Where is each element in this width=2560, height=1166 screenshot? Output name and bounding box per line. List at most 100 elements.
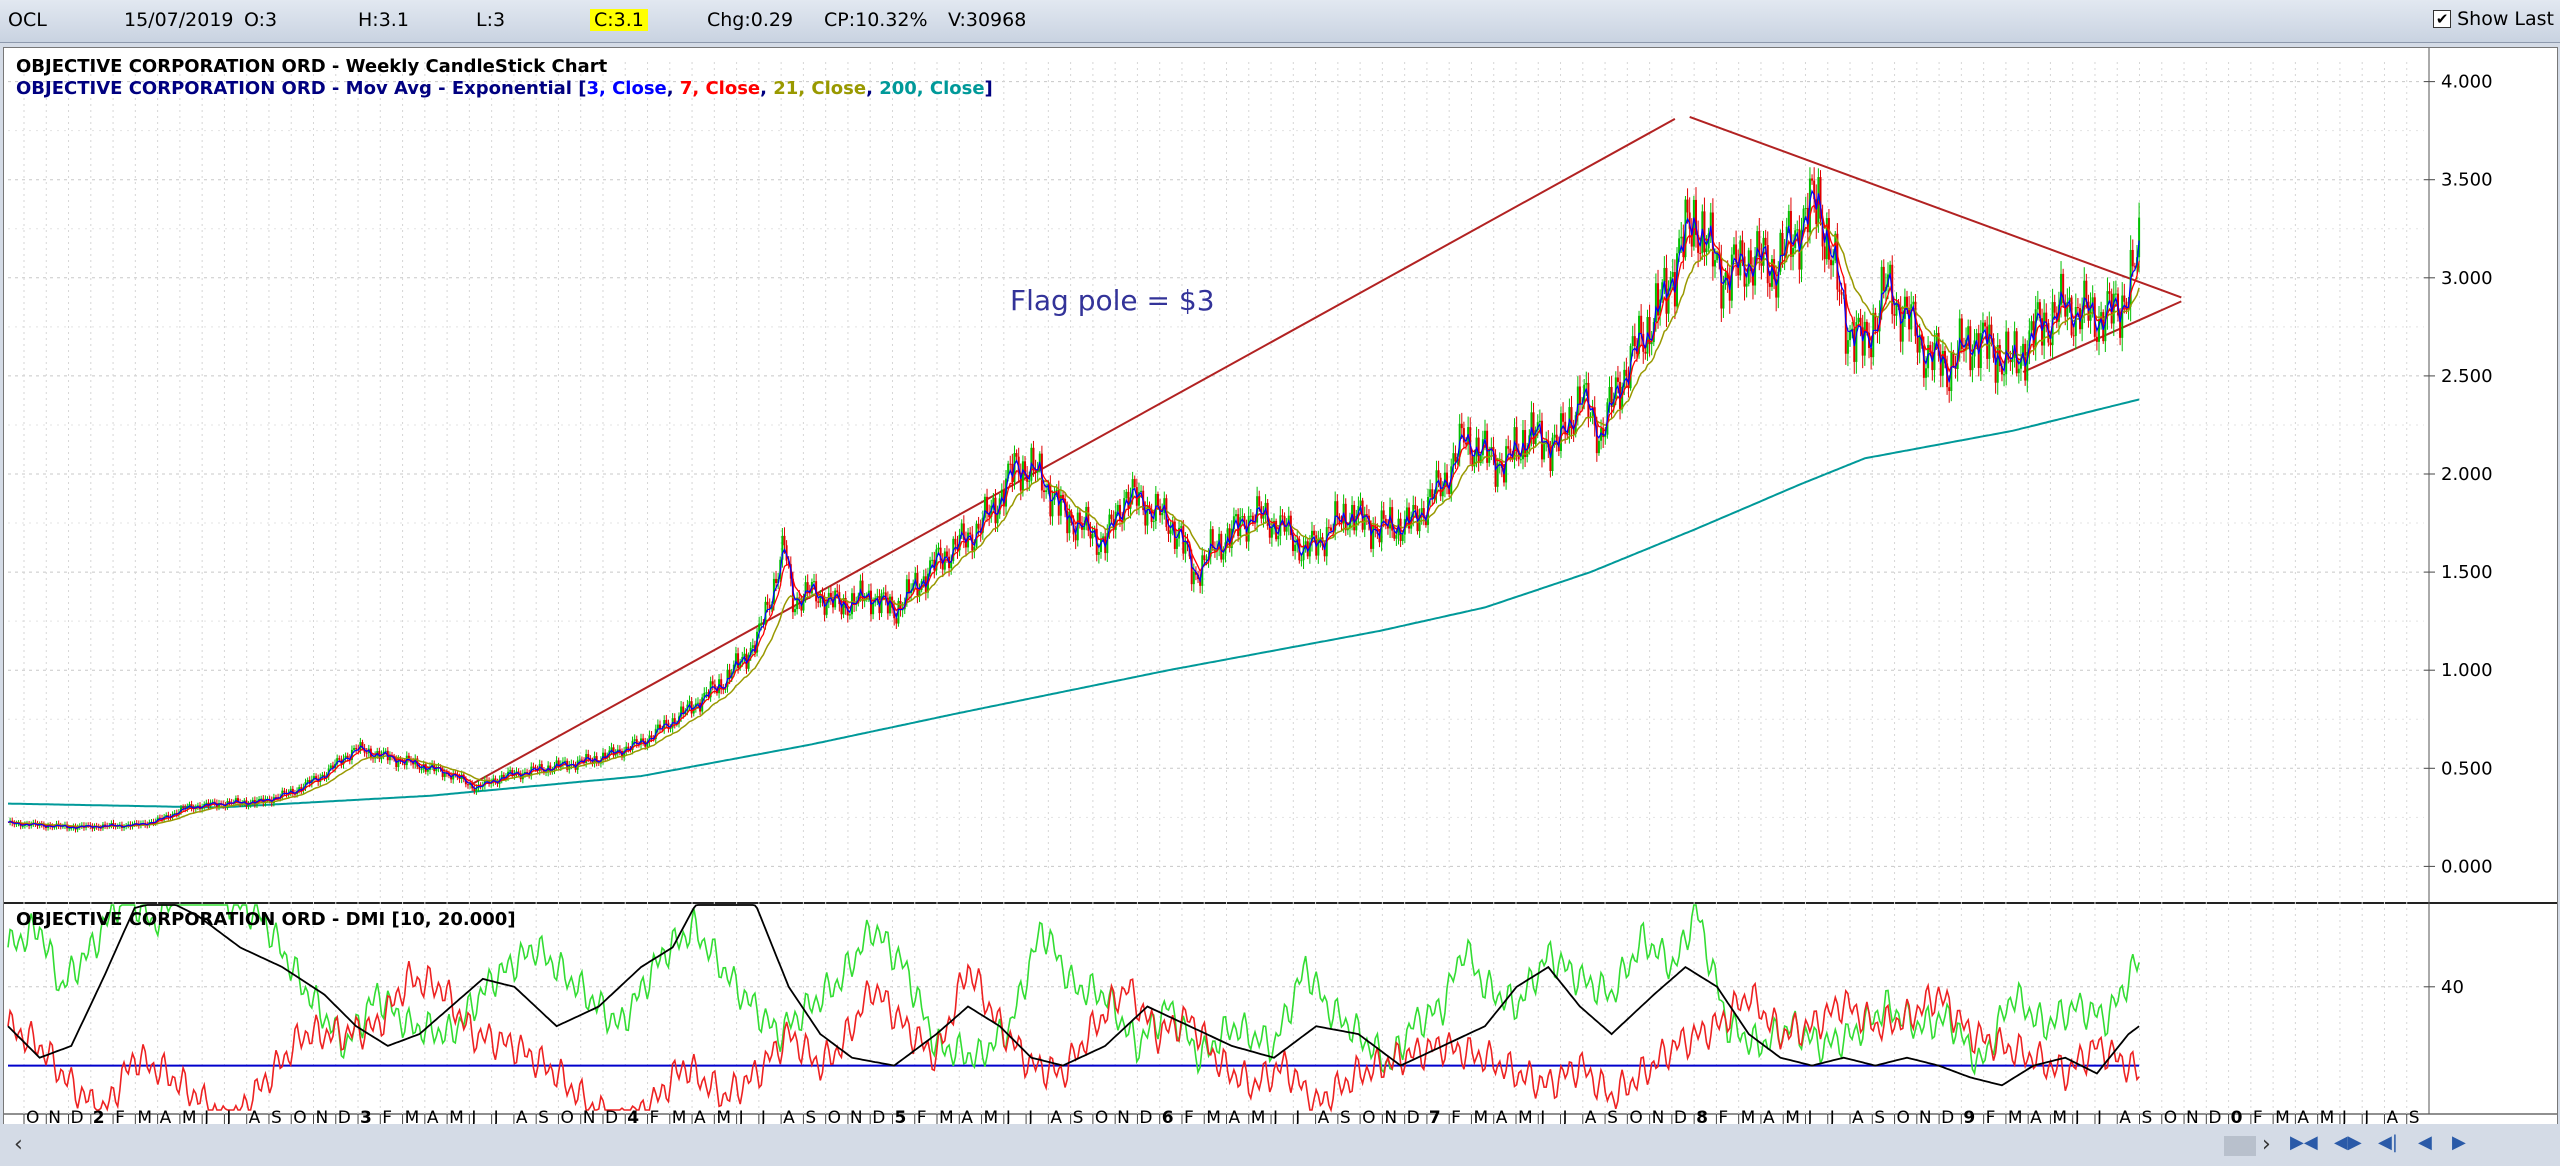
candle-body xyxy=(2072,335,2075,337)
checkbox-checked-icon[interactable]: ✔ xyxy=(2433,10,2452,28)
x-tick-label: J xyxy=(203,1108,209,1125)
x-tick-label: A xyxy=(1050,1108,1062,1125)
candle-body xyxy=(817,601,820,603)
candle-body xyxy=(2009,359,2012,363)
candle-body xyxy=(650,735,653,738)
candle-body xyxy=(969,532,972,535)
x-tick-label: O xyxy=(26,1108,39,1125)
x-tick-label: N xyxy=(1117,1108,1130,1125)
candle-body xyxy=(1222,553,1225,560)
candle-body xyxy=(76,827,79,830)
x-tick-label: M xyxy=(1206,1108,1221,1125)
candle-body xyxy=(1692,199,1695,247)
x-tick-label: S xyxy=(538,1108,549,1125)
ema-legend-part: ] xyxy=(985,78,993,99)
candle-body xyxy=(1268,525,1271,538)
candle-body xyxy=(1665,267,1668,314)
candle-body xyxy=(1678,238,1681,254)
x-tick-label: J xyxy=(2341,1108,2347,1125)
candle-body xyxy=(1996,345,1999,383)
candle-body xyxy=(1686,199,1689,213)
candle-body xyxy=(1912,301,1915,305)
candle-body xyxy=(1000,489,1003,499)
x-tick-label: D xyxy=(872,1108,885,1125)
chart-svg[interactable]: 4.000 3.500 3.000 2.500 2.000 1.500 1.000 0.500… xyxy=(4,48,2557,1125)
candle-body xyxy=(1861,327,1864,356)
adx-line xyxy=(7,904,2140,1087)
candle-body xyxy=(2003,374,2006,376)
candle-body xyxy=(1310,530,1313,543)
candle-body xyxy=(658,724,661,729)
scroll-left-arrow-icon[interactable]: ‹ xyxy=(14,1132,23,1157)
x-tick-label: M xyxy=(1251,1108,1266,1125)
candle-body xyxy=(2125,301,2128,310)
candle-body xyxy=(829,592,832,598)
candle-body xyxy=(859,580,862,596)
candle-body xyxy=(1319,537,1322,540)
x-tick-label: D xyxy=(1674,1108,1687,1125)
candle-body xyxy=(1901,318,1904,342)
candle-body xyxy=(1924,368,1927,378)
candle-body xyxy=(283,790,286,793)
candle-body xyxy=(2119,315,2122,338)
candle-body xyxy=(2138,217,2141,258)
x-tick-label: A xyxy=(249,1108,261,1125)
candle-body xyxy=(2121,295,2124,338)
candle-body xyxy=(986,496,989,514)
candle-body xyxy=(1922,345,1925,378)
candle-body xyxy=(1313,530,1316,536)
candle-body xyxy=(2066,301,2069,317)
x-tick-label: F xyxy=(1451,1108,1461,1125)
candle-body xyxy=(407,755,410,760)
candle-body xyxy=(1517,450,1520,460)
candle-body xyxy=(158,817,161,819)
zoom-out-button-icon[interactable]: ◀▶ xyxy=(2334,1132,2362,1153)
candle-body xyxy=(2019,358,2022,369)
candle-body xyxy=(1024,461,1027,476)
candle-body xyxy=(781,535,784,560)
x-tick-label: A xyxy=(1763,1108,1775,1125)
x-tick-label: O xyxy=(1095,1108,1108,1125)
candle-body xyxy=(1184,540,1187,554)
step-forward-button-icon[interactable]: ▶ xyxy=(2452,1132,2466,1153)
candle-body xyxy=(941,560,944,570)
x-tick-label: J xyxy=(738,1108,744,1125)
scrollbar-thumb[interactable] xyxy=(2224,1136,2256,1156)
go-start-button-icon[interactable]: ◀| xyxy=(2378,1132,2398,1153)
candle-body xyxy=(610,747,613,751)
candle-body xyxy=(2026,352,2029,381)
candle-body xyxy=(218,803,220,808)
date-label: 15/07/2019 xyxy=(124,9,234,31)
candle-body xyxy=(1663,267,1666,283)
candle-body xyxy=(627,746,630,749)
candle-body xyxy=(1857,317,1860,323)
y-tick-label: 2.500 xyxy=(2441,366,2493,387)
low-label: L:3 xyxy=(476,9,506,31)
x-tick-label: M xyxy=(405,1108,420,1125)
show-last-checkbox[interactable]: ✔ Show Last xyxy=(2433,8,2554,30)
candle-body xyxy=(872,602,875,615)
candle-body xyxy=(2104,315,2107,342)
candle-body xyxy=(1344,503,1347,531)
step-back-button-icon[interactable]: ◀ xyxy=(2418,1132,2432,1153)
candle-body xyxy=(1572,427,1575,434)
candle-body xyxy=(1460,423,1463,429)
candle-body xyxy=(1735,244,1738,263)
candle-body xyxy=(1237,514,1240,536)
candle-body xyxy=(1017,456,1020,474)
symbol-label: OCL xyxy=(8,9,47,31)
candle-body xyxy=(1446,472,1449,486)
x-tick-label: J xyxy=(2363,1108,2369,1125)
scroll-right-arrow-icon[interactable]: › xyxy=(2262,1132,2271,1157)
candle-body xyxy=(1988,324,1991,359)
candle-body xyxy=(1515,427,1518,451)
x-tick-label: D xyxy=(71,1108,84,1125)
chart-area[interactable]: 4.000 3.500 3.000 2.500 2.000 1.500 1.000 0.500… xyxy=(3,47,2558,1126)
candle-body xyxy=(1648,317,1651,345)
x-tick-label: 6 xyxy=(1162,1108,1174,1125)
candle-body xyxy=(1258,496,1261,507)
zoom-in-button-icon[interactable]: ▶◀ xyxy=(2290,1132,2318,1153)
candle-body xyxy=(1412,504,1415,518)
candle-body xyxy=(1893,314,1896,316)
candle-body xyxy=(1351,505,1354,522)
